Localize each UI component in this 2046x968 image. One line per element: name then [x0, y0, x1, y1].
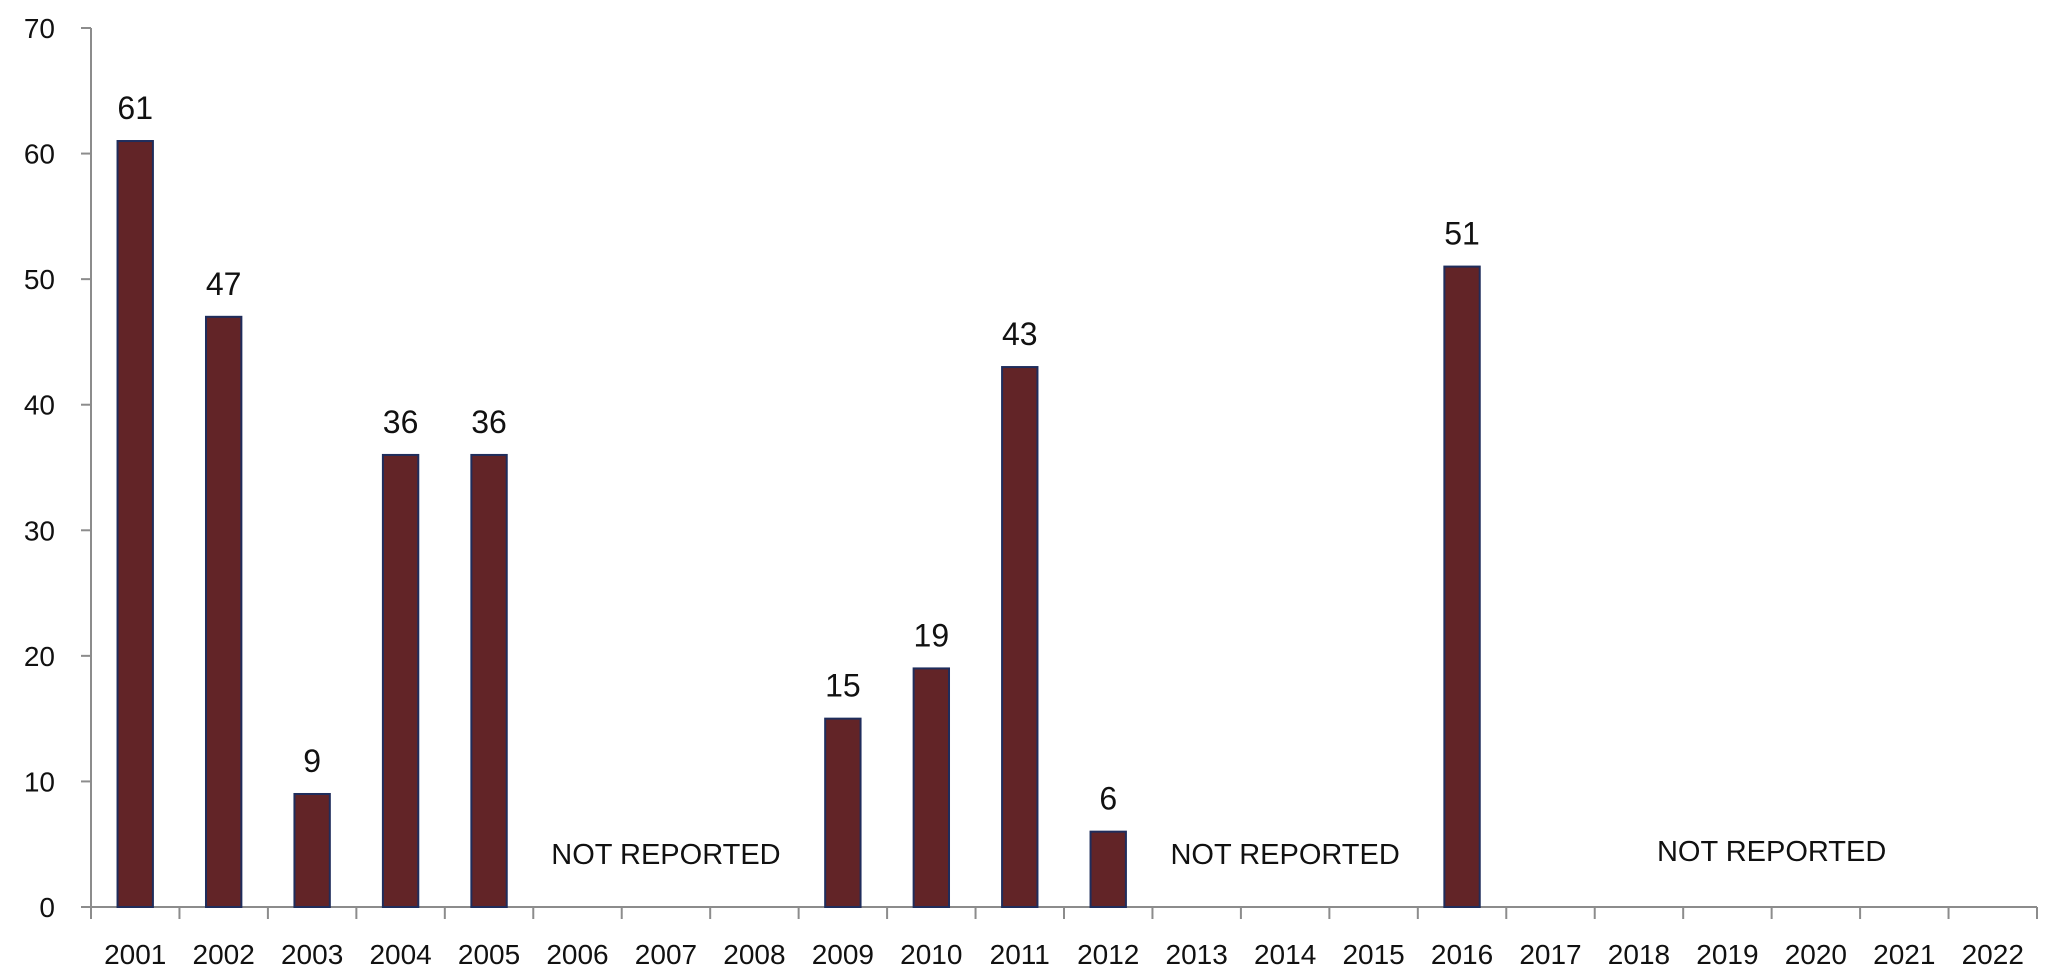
x-tick-label: 2017: [1519, 939, 1581, 968]
bar-2004: [381, 453, 420, 908]
data-label-2010: 19: [914, 617, 950, 653]
data-label-2003: 9: [303, 743, 321, 779]
y-tick-label: 40: [24, 390, 55, 421]
bars-layer: [116, 140, 1481, 909]
bar-2016: [1443, 265, 1481, 909]
bar-2002: [204, 315, 243, 909]
bar-2001: [116, 140, 154, 908]
x-tick-label: 2001: [104, 939, 166, 968]
not-reported-annotation: NOT REPORTED: [1170, 839, 1399, 871]
x-tick-label: 2012: [1077, 939, 1139, 968]
data-label-2005: 36: [471, 404, 507, 440]
x-tick-label: 2021: [1873, 939, 1935, 968]
x-tick-label: 2003: [281, 939, 343, 968]
y-tick-label: 60: [24, 139, 55, 170]
y-tick-label: 50: [24, 264, 55, 295]
y-tick-label: 30: [24, 515, 55, 546]
data-label-2004: 36: [383, 404, 419, 440]
x-tick-label: 2004: [369, 939, 431, 968]
x-tick-label: 2019: [1696, 939, 1758, 968]
data-label-2009: 15: [825, 668, 861, 704]
x-tick-label: 2011: [990, 939, 1050, 968]
x-tick-label: 2010: [900, 939, 962, 968]
bar-2010: [912, 667, 951, 909]
labels-layer: 61 47 9 36 36 15 19 43 6 51: [117, 90, 1479, 817]
x-tick-label: 2002: [193, 939, 255, 968]
y-tick-label: 10: [24, 766, 55, 797]
data-label-2002: 47: [206, 266, 242, 302]
x-tick-label: 2018: [1608, 939, 1670, 968]
x-tick-label: 2015: [1342, 939, 1404, 968]
x-tick-label: 2009: [812, 939, 874, 968]
axes-layer: 0 10 20 30 40 50 60 70 2001 2002 2003 2004 2005 2006 2…: [24, 13, 2038, 968]
data-label-2012: 6: [1099, 781, 1117, 817]
data-label-2001: 61: [117, 90, 153, 126]
not-reported-annotation: NOT REPORTED: [551, 839, 780, 871]
x-tick-label: 2008: [723, 939, 785, 968]
y-tick-label: 0: [39, 892, 55, 923]
x-tick-label: 2006: [546, 939, 608, 968]
data-label-2016: 51: [1444, 216, 1480, 252]
bar-2011: [1001, 366, 1039, 908]
bar-2012: [1089, 830, 1127, 909]
x-tick-label: 2007: [635, 939, 697, 968]
x-tick-label: 2020: [1785, 939, 1847, 968]
bar-2005: [470, 453, 508, 908]
x-tick-label: 2016: [1431, 939, 1493, 968]
bar-2009: [824, 717, 862, 909]
x-tick-label: 2022: [1962, 939, 2024, 968]
not-reported-annotation: NOT REPORTED: [1657, 836, 1886, 868]
x-tick-label: 2013: [1166, 939, 1228, 968]
notes-layer: NOT REPORTED NOT REPORTED NOT REPORTED: [551, 836, 1886, 871]
data-label-2011: 43: [1002, 316, 1038, 352]
bar-2003: [293, 792, 331, 908]
y-tick-label: 70: [24, 13, 55, 44]
x-tick-label: 2014: [1254, 939, 1316, 968]
y-tick-label: 20: [24, 641, 55, 672]
x-tick-label: 2005: [458, 939, 520, 968]
